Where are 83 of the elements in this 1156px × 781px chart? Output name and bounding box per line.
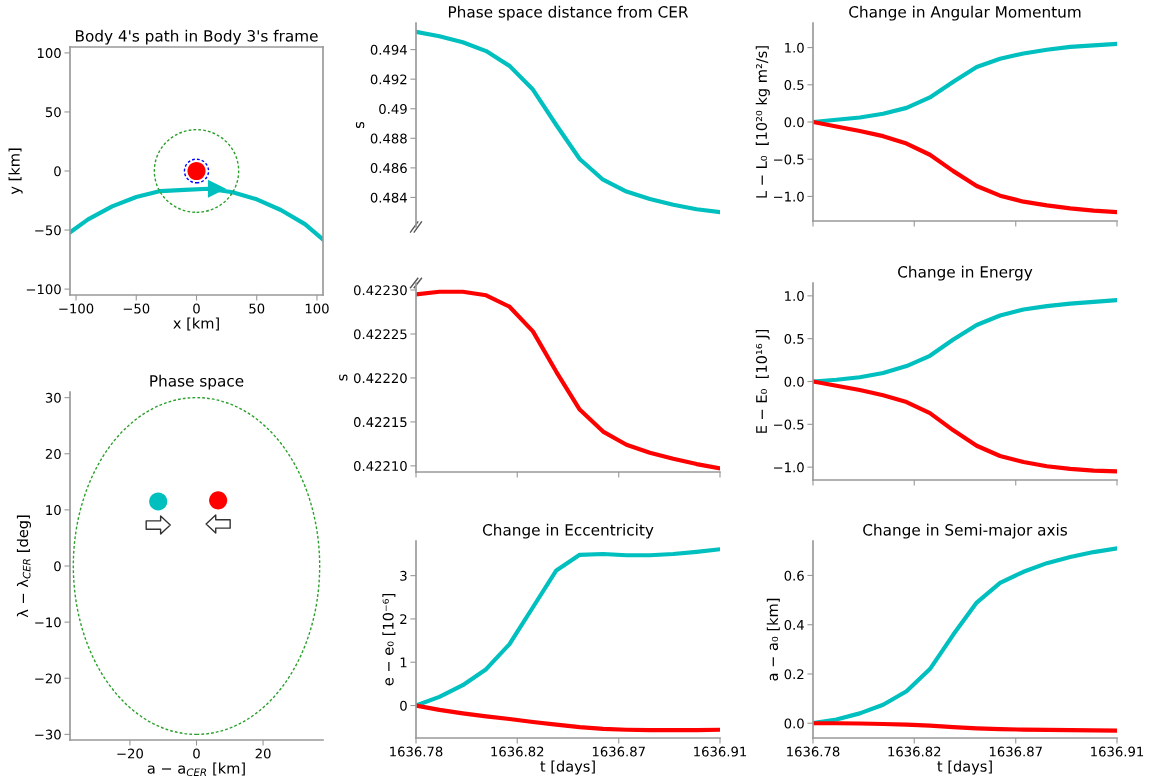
- y-tick-label: −0.5: [774, 419, 804, 430]
- y-tick-label: 0.0: [784, 376, 804, 387]
- y-tick-label: 0.0: [784, 718, 804, 729]
- chart-title: Body 4's path in Body 3's frame: [76, 29, 318, 45]
- x-tick-label: 1636.82: [491, 746, 544, 757]
- y-tick-label: 100: [37, 48, 61, 59]
- line-series: [813, 379, 1117, 474]
- y-tick-label: 0.42210: [353, 461, 407, 472]
- x-tick-label: 1636.91: [694, 746, 747, 757]
- line-series: [416, 703, 720, 733]
- x-tick-label: −20: [117, 748, 143, 759]
- y-tick-label: 0.486: [370, 163, 407, 174]
- x-tick-label: 0: [193, 748, 200, 759]
- y-axis-title: y [km]: [8, 148, 23, 195]
- y-tick-label: −0.5: [774, 154, 804, 165]
- y-tick-label: 1.0: [785, 42, 804, 53]
- x-tick-label: 1636.87: [592, 746, 645, 757]
- line-series: [813, 41, 1117, 125]
- x-tick-label: 1636.78: [390, 746, 443, 757]
- x-tick-label: 20: [255, 748, 271, 759]
- y-tick-label: 0.6: [784, 570, 804, 581]
- y-axis-title: e − e₀ [10⁻⁶]: [382, 594, 396, 686]
- x-tick-label: 1636.78: [787, 746, 840, 757]
- y-tick-label: 0.42230: [353, 285, 407, 296]
- y-tick-label: 0.5: [784, 80, 804, 90]
- x-axis-title: x [km]: [173, 317, 219, 331]
- x-axis-title: a − a$_{CER}$ [km]: [147, 762, 245, 777]
- y-tick-label: 0.492: [370, 74, 407, 85]
- y-axis-title: E − E₀ [10¹⁶ J]: [755, 329, 770, 433]
- y-tick-label: 10: [46, 505, 61, 516]
- chart-title: Change in Energy: [898, 265, 1033, 281]
- line-series: [813, 119, 1117, 215]
- y-tick-label: 0.2: [784, 669, 804, 680]
- y-tick-label: 0: [54, 561, 61, 572]
- y-tick-label: 0.494: [370, 44, 407, 55]
- y-tick-label: 0.484: [370, 192, 407, 203]
- y-tick-label: 0.49: [379, 103, 407, 114]
- chart-title: Change in Angular Momentum: [849, 5, 1081, 21]
- chart-title: Phase space: [150, 374, 244, 390]
- y-tick-label: −1.0: [774, 191, 804, 202]
- y-tick-label: 1.0: [785, 291, 804, 302]
- y-tick-label: 30: [45, 392, 61, 403]
- y-axis-title: s: [339, 374, 348, 381]
- y-tick-label: −50: [35, 225, 61, 236]
- y-tick-label: 0.42225: [353, 329, 407, 340]
- y-tick-label: 0.42215: [353, 417, 407, 428]
- x-tick-label: 100: [305, 303, 329, 314]
- y-tick-label: −100: [26, 284, 61, 295]
- y-axis-title: λ − λ$_{CER}$ [deg]: [16, 515, 32, 618]
- y-tick-label: 2: [400, 614, 407, 624]
- y-axis-title: a − a₀ [km]: [766, 598, 780, 681]
- y-tick-label: −30: [35, 729, 61, 740]
- y-tick-label: −20: [35, 673, 61, 684]
- chart-title: Phase space distance from CER: [448, 5, 689, 21]
- y-axis-title: s: [355, 121, 365, 129]
- line-series: [416, 29, 720, 215]
- y-tick-label: 0.5: [784, 333, 804, 344]
- line-series: [813, 721, 1117, 733]
- y-tick-label: 0: [400, 700, 407, 711]
- x-tick-label: 50: [249, 303, 265, 314]
- y-tick-label: 1: [400, 657, 407, 668]
- line-series: [813, 298, 1117, 384]
- x-tick-label: 1636.91: [1091, 746, 1144, 757]
- chart-title: Change in Eccentricity: [482, 523, 654, 539]
- y-tick-label: 0.0: [784, 117, 804, 128]
- y-tick-label: 0: [54, 166, 61, 177]
- y-tick-label: −1.0: [774, 462, 804, 473]
- y-tick-label: 50: [45, 107, 61, 118]
- y-tick-label: 20: [45, 448, 61, 459]
- y-axis-title: L − L₀ [10²⁰ kg m²/s]: [755, 46, 770, 198]
- line-series: [416, 547, 720, 708]
- chart-title: Change in Semi-major axis: [863, 523, 1067, 539]
- x-axis-title: t [days]: [540, 760, 595, 775]
- y-tick-label: 0.42220: [353, 373, 407, 384]
- y-tick-label: 0.4: [784, 619, 804, 630]
- x-tick-label: 1636.87: [989, 746, 1042, 757]
- y-tick-label: −10: [35, 617, 61, 628]
- x-tick-label: 1636.82: [888, 746, 941, 757]
- y-tick-label: 3: [400, 570, 407, 581]
- x-tick-label: 0: [193, 303, 200, 314]
- y-tick-label: 0.488: [370, 133, 407, 144]
- x-tick-label: −50: [123, 303, 150, 314]
- x-axis-title: t [days]: [937, 760, 992, 775]
